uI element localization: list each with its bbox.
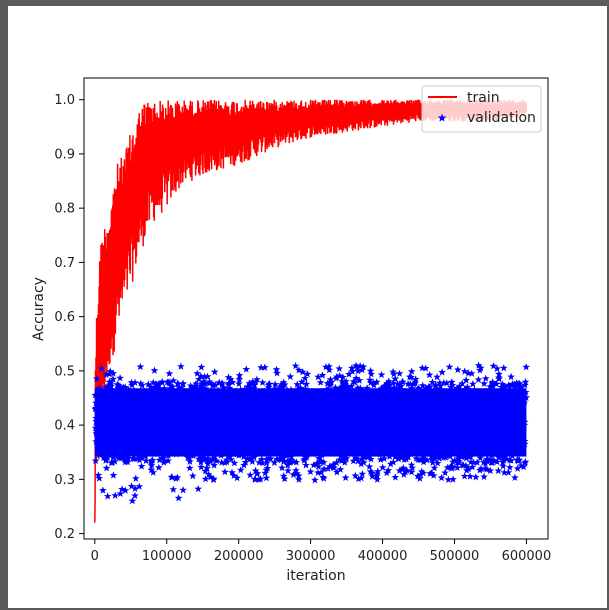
y-tick-label: 0.2 [54, 527, 75, 542]
y-tick-label: 0.6 [54, 310, 75, 325]
y-tick-label: 0.3 [54, 473, 75, 488]
x-tick-label: 600000 [502, 549, 552, 564]
legend: train validation [421, 85, 542, 133]
legend-train-label: train [467, 90, 500, 106]
validation-series [91, 361, 531, 505]
y-axis: 0.2 0.3 0.4 0.5 0.6 0.7 0.8 0.9 1.0 [54, 93, 84, 542]
x-tick-label: 400000 [358, 549, 408, 564]
y-tick-label: 0.9 [54, 147, 75, 162]
x-tick-label: 100000 [142, 549, 192, 564]
x-tick-label: 300000 [286, 549, 336, 564]
y-tick-label: 0.5 [54, 364, 75, 379]
x-axis-label: iteration [286, 568, 345, 584]
x-tick-label: 200000 [214, 549, 264, 564]
y-tick-label: 0.8 [54, 202, 75, 217]
plot-frame [83, 77, 549, 540]
x-tick-label: 0 [91, 549, 99, 564]
validation-series-markers [91, 361, 531, 505]
legend-validation-label: validation [467, 110, 536, 126]
legend-validation-swatch [437, 113, 447, 122]
y-tick-label: 0.4 [54, 419, 75, 434]
x-tick-label: 500000 [430, 549, 480, 564]
y-tick-label: 0.7 [54, 256, 75, 271]
y-tick-label: 1.0 [54, 93, 75, 108]
x-axis: 0 100000 200000 300000 400000 500000 600000 [91, 539, 552, 564]
y-axis-label: Accuracy [31, 277, 47, 341]
